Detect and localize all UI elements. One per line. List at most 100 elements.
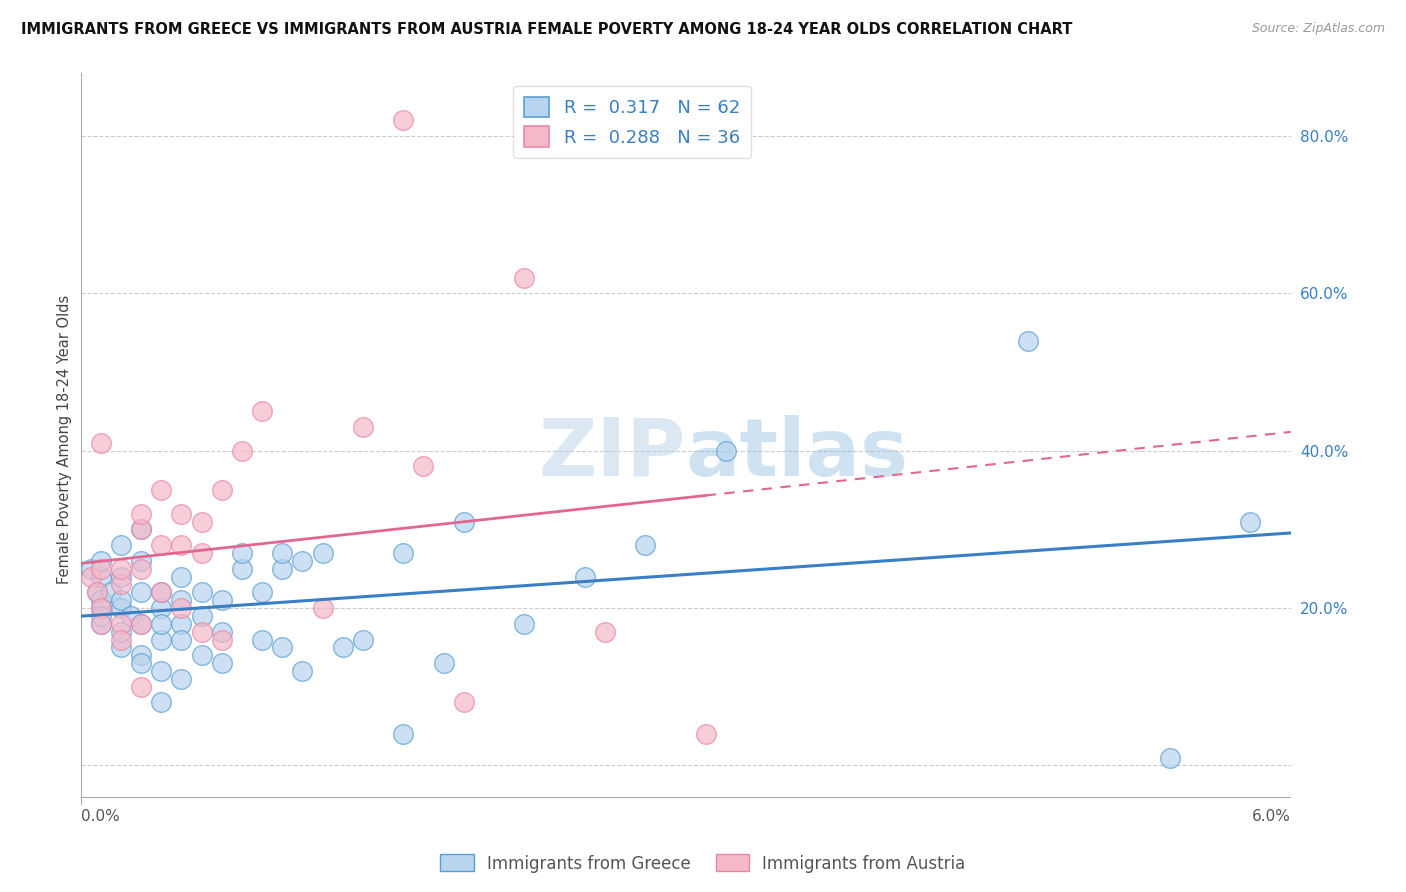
Point: [432, 656, 454, 670]
Point: [170, 569, 193, 583]
Point: [211, 593, 233, 607]
Point: [170, 632, 193, 647]
Point: [110, 640, 132, 655]
Point: [129, 522, 152, 536]
Point: [412, 459, 434, 474]
Point: [311, 601, 333, 615]
Point: [90, 562, 112, 576]
Point: [190, 546, 212, 560]
Text: Source: ZipAtlas.com: Source: ZipAtlas.com: [1251, 22, 1385, 36]
Point: [392, 113, 415, 128]
Point: [170, 672, 193, 686]
Point: [311, 546, 333, 560]
Point: [150, 696, 173, 710]
Point: [574, 569, 596, 583]
Point: [352, 420, 374, 434]
Point: [110, 569, 132, 583]
Point: [231, 443, 253, 458]
Point: [86, 585, 108, 599]
Point: [190, 609, 212, 624]
Point: [352, 632, 374, 647]
Point: [129, 680, 152, 694]
Y-axis label: Female Poverty Among 18-24 Year Olds: Female Poverty Among 18-24 Year Olds: [58, 294, 72, 583]
Point: [90, 609, 112, 624]
Point: [1239, 515, 1261, 529]
Point: [250, 585, 273, 599]
Point: [271, 546, 294, 560]
Point: [190, 585, 212, 599]
Point: [170, 538, 193, 552]
Point: [211, 624, 233, 639]
Point: [150, 601, 173, 615]
Point: [110, 601, 132, 615]
Point: [291, 554, 314, 568]
Point: [90, 601, 112, 615]
Point: [150, 632, 173, 647]
Point: [110, 577, 132, 591]
Point: [231, 562, 253, 576]
Point: [110, 593, 132, 607]
Point: [110, 616, 132, 631]
Point: [170, 616, 193, 631]
Point: [695, 727, 717, 741]
Point: [150, 585, 173, 599]
Point: [86, 585, 108, 599]
Point: [79, 569, 101, 583]
Point: [90, 601, 112, 615]
Point: [190, 648, 212, 663]
Point: [129, 585, 152, 599]
Point: [129, 616, 152, 631]
Point: [453, 696, 475, 710]
Point: [332, 640, 354, 655]
Point: [593, 624, 616, 639]
Point: [110, 624, 132, 639]
Point: [90, 569, 112, 583]
Point: [271, 640, 294, 655]
Point: [392, 727, 415, 741]
Point: [150, 585, 173, 599]
Point: [291, 664, 314, 678]
Legend: R =  0.317   N = 62, R =  0.288   N = 36: R = 0.317 N = 62, R = 0.288 N = 36: [513, 86, 751, 158]
Point: [129, 656, 152, 670]
Text: 6.0%: 6.0%: [1251, 809, 1291, 823]
Point: [110, 632, 132, 647]
Point: [129, 648, 152, 663]
Point: [129, 522, 152, 536]
Point: [513, 616, 536, 631]
Legend: Immigrants from Greece, Immigrants from Austria: Immigrants from Greece, Immigrants from …: [433, 847, 973, 880]
Point: [90, 616, 112, 631]
Point: [90, 593, 112, 607]
Point: [120, 609, 142, 624]
Point: [453, 515, 475, 529]
Point: [392, 546, 415, 560]
Point: [170, 601, 193, 615]
Point: [250, 404, 273, 418]
Point: [190, 515, 212, 529]
Point: [231, 546, 253, 560]
Point: [110, 562, 132, 576]
Point: [90, 554, 112, 568]
Point: [129, 507, 152, 521]
Text: ZIP: ZIP: [538, 415, 686, 492]
Point: [1159, 750, 1181, 764]
Point: [211, 483, 233, 497]
Point: [150, 664, 173, 678]
Point: [79, 562, 101, 576]
Point: [129, 562, 152, 576]
Point: [100, 585, 122, 599]
Point: [90, 616, 112, 631]
Point: [150, 616, 173, 631]
Point: [714, 443, 737, 458]
Point: [170, 593, 193, 607]
Point: [1017, 334, 1039, 348]
Point: [90, 435, 112, 450]
Text: IMMIGRANTS FROM GREECE VS IMMIGRANTS FROM AUSTRIA FEMALE POVERTY AMONG 18-24 YEA: IMMIGRANTS FROM GREECE VS IMMIGRANTS FRO…: [21, 22, 1073, 37]
Point: [271, 562, 294, 576]
Point: [211, 632, 233, 647]
Point: [170, 507, 193, 521]
Point: [250, 632, 273, 647]
Point: [150, 538, 173, 552]
Point: [150, 483, 173, 497]
Text: atlas: atlas: [686, 415, 908, 492]
Text: 0.0%: 0.0%: [80, 809, 120, 823]
